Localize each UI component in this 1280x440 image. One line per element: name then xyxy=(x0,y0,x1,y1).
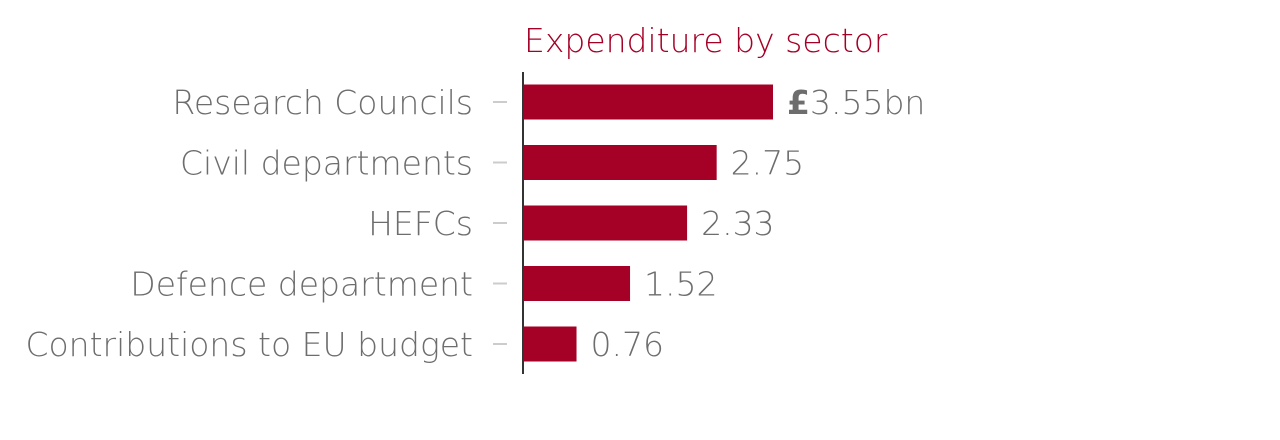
category-label: Research Councils xyxy=(172,83,473,122)
value-label: 2.75 xyxy=(731,144,804,183)
value-label: 2.33 xyxy=(701,204,774,243)
value-label: £3.55bn xyxy=(787,83,925,122)
chart-title: Expenditure by sector xyxy=(524,21,888,60)
bar xyxy=(523,205,688,241)
category-ticks xyxy=(493,101,507,345)
category-label: Civil departments xyxy=(180,144,473,183)
bar xyxy=(523,326,577,362)
category-labels: Research Councils Civil departments HEFCs D… xyxy=(25,83,473,364)
bars-group xyxy=(523,84,773,362)
value-labels: £3.55bn 2.75 2.33 1.52 0.76 xyxy=(591,83,926,364)
category-label: Defence department xyxy=(130,265,473,304)
bar xyxy=(523,84,773,120)
bar xyxy=(523,145,717,180)
value-label: 1.52 xyxy=(644,265,717,304)
category-label: HEFCs xyxy=(368,204,473,243)
bar xyxy=(523,266,631,301)
category-label: Contributions to EU budget xyxy=(25,325,473,364)
value-label: 0.76 xyxy=(591,325,664,364)
